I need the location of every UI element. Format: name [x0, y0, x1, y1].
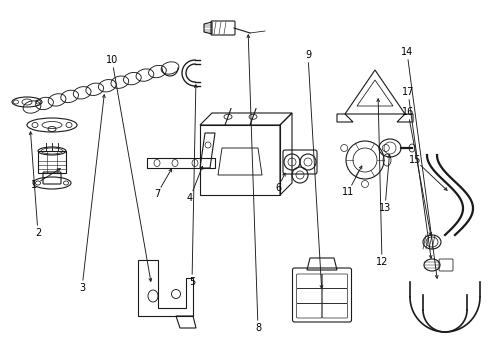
Text: 16: 16 [401, 107, 413, 117]
Text: 7: 7 [154, 189, 160, 199]
Text: 8: 8 [254, 323, 261, 333]
Text: 17: 17 [401, 87, 413, 97]
Text: 5: 5 [188, 277, 195, 287]
Text: 1: 1 [31, 180, 37, 190]
Text: 2: 2 [35, 228, 41, 238]
Text: 13: 13 [378, 203, 390, 213]
Text: 11: 11 [341, 187, 353, 197]
Text: 3: 3 [79, 283, 85, 293]
Text: 4: 4 [186, 193, 193, 203]
Text: 12: 12 [375, 257, 387, 267]
Text: 10: 10 [106, 55, 118, 65]
Text: 6: 6 [274, 183, 281, 193]
Text: 15: 15 [408, 155, 420, 165]
Text: 14: 14 [400, 47, 412, 57]
Text: 9: 9 [305, 50, 310, 60]
